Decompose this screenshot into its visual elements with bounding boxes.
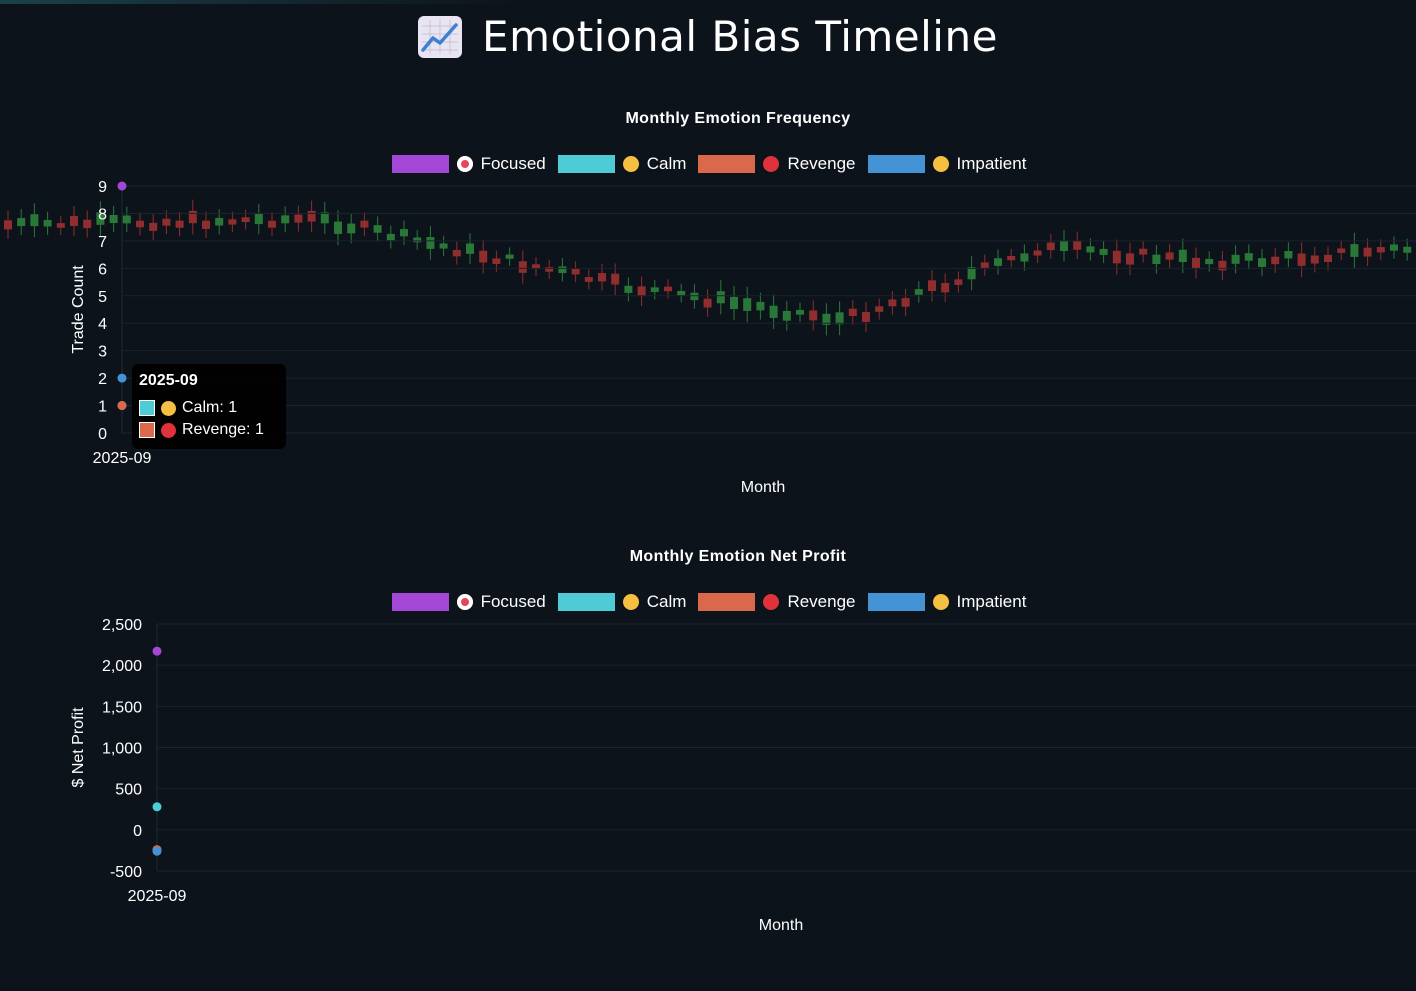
net-profit-chart-title: Monthly Emotion Net Profit bbox=[629, 548, 847, 565]
legend-label-revenge: Revenge bbox=[787, 592, 856, 611]
legend-label-calm: Calm bbox=[646, 154, 687, 173]
tooltip-swatch-revenge bbox=[139, 422, 155, 438]
face-rolling-eyes-icon bbox=[932, 594, 949, 610]
y-tick-label: 3 bbox=[98, 344, 107, 361]
data-point-focused[interactable] bbox=[152, 646, 162, 656]
relieved-face-icon bbox=[161, 400, 176, 416]
legend-item-revenge[interactable]: Revenge bbox=[698, 154, 856, 174]
x-axis-title: Month bbox=[759, 917, 803, 934]
legend-item-focused[interactable]: Focused bbox=[391, 154, 546, 174]
net-profit-legend: Focused Calm Revenge Impatient bbox=[0, 592, 1416, 612]
page-title: Emotional Bias Timeline bbox=[0, 12, 1416, 61]
legend-label-focused: Focused bbox=[480, 592, 546, 611]
chart-increasing-icon bbox=[418, 15, 463, 58]
legend-swatch-focused bbox=[391, 155, 449, 173]
legend-label-impatient: Impatient bbox=[956, 592, 1027, 611]
legend-swatch-impatient bbox=[867, 593, 925, 611]
data-point-focused[interactable] bbox=[117, 181, 127, 191]
frequency-chart-title: Monthly Emotion Frequency bbox=[625, 110, 851, 127]
y-tick-label: -500 bbox=[110, 864, 142, 881]
tooltip-row-calm: Calm: 1 bbox=[139, 399, 237, 417]
tooltip-row-revenge: Revenge: 1 bbox=[139, 421, 264, 439]
legend-item-calm[interactable]: Calm bbox=[557, 154, 687, 174]
y-tick-label: 0 bbox=[98, 426, 107, 443]
legend-label-revenge: Revenge bbox=[787, 154, 856, 173]
legend-item-calm[interactable]: Calm bbox=[557, 592, 687, 612]
face-rolling-eyes-icon bbox=[932, 156, 949, 172]
legend-swatch-revenge bbox=[698, 593, 756, 611]
legend-swatch-calm bbox=[557, 155, 615, 173]
page-title-text: Emotional Bias Timeline bbox=[482, 12, 998, 61]
y-tick-label: 2 bbox=[98, 371, 107, 388]
legend-item-impatient[interactable]: Impatient bbox=[867, 154, 1027, 174]
legend-label-calm: Calm bbox=[646, 592, 687, 611]
x-axis-title: Month bbox=[741, 479, 785, 496]
y-tick-label: 5 bbox=[98, 289, 107, 306]
y-tick-label: 4 bbox=[98, 316, 107, 333]
y-tick-label: 1,500 bbox=[102, 699, 142, 716]
y-tick-label: 2,000 bbox=[102, 658, 142, 675]
angry-face-icon bbox=[161, 422, 176, 438]
tooltip-swatch-calm bbox=[139, 400, 155, 416]
direct-hit-icon bbox=[456, 156, 473, 172]
y-axis-title: Trade Count bbox=[70, 265, 87, 354]
y-tick-label: 0 bbox=[133, 823, 142, 840]
legend-item-impatient[interactable]: Impatient bbox=[867, 592, 1027, 612]
legend-item-focused[interactable]: Focused bbox=[391, 592, 546, 612]
legend-swatch-calm bbox=[557, 593, 615, 611]
tooltip-title: 2025-09 bbox=[139, 372, 198, 389]
data-point-calm[interactable] bbox=[152, 802, 162, 812]
frequency-tooltip: 2025-09 Calm: 1 Revenge: 1 bbox=[132, 364, 286, 449]
angry-face-icon bbox=[763, 594, 780, 610]
y-axis-title: $ Net Profit bbox=[70, 707, 87, 788]
y-tick-label: 8 bbox=[98, 206, 107, 223]
y-tick-label: 1,000 bbox=[102, 741, 142, 758]
data-point-revenge[interactable] bbox=[117, 401, 127, 411]
relieved-face-icon bbox=[622, 156, 639, 172]
legend-swatch-impatient bbox=[867, 155, 925, 173]
relieved-face-icon bbox=[622, 594, 639, 610]
frequency-legend: Focused Calm Revenge Impatient bbox=[0, 154, 1416, 174]
y-tick-label: 500 bbox=[115, 782, 142, 799]
y-tick-label: 7 bbox=[98, 234, 107, 251]
legend-item-revenge[interactable]: Revenge bbox=[698, 592, 856, 612]
y-tick-label: 1 bbox=[98, 399, 107, 416]
x-tick-label: 2025-09 bbox=[128, 888, 187, 905]
tooltip-label-revenge: Revenge: 1 bbox=[182, 421, 264, 438]
legend-swatch-focused bbox=[391, 593, 449, 611]
tooltip-label-calm: Calm: 1 bbox=[182, 399, 238, 416]
x-tick-label: 2025-09 bbox=[93, 450, 152, 467]
legend-label-focused: Focused bbox=[480, 154, 546, 173]
data-point-impatient[interactable] bbox=[117, 373, 127, 383]
angry-face-icon bbox=[763, 156, 780, 172]
top-glow bbox=[0, 0, 520, 4]
direct-hit-icon bbox=[456, 594, 473, 610]
legend-swatch-revenge bbox=[698, 155, 756, 173]
y-tick-label: 2,500 bbox=[102, 617, 142, 634]
y-tick-label: 6 bbox=[98, 261, 107, 278]
y-tick-label: 9 bbox=[98, 179, 107, 196]
data-point-impatient[interactable] bbox=[152, 846, 162, 856]
legend-label-impatient: Impatient bbox=[956, 154, 1027, 173]
